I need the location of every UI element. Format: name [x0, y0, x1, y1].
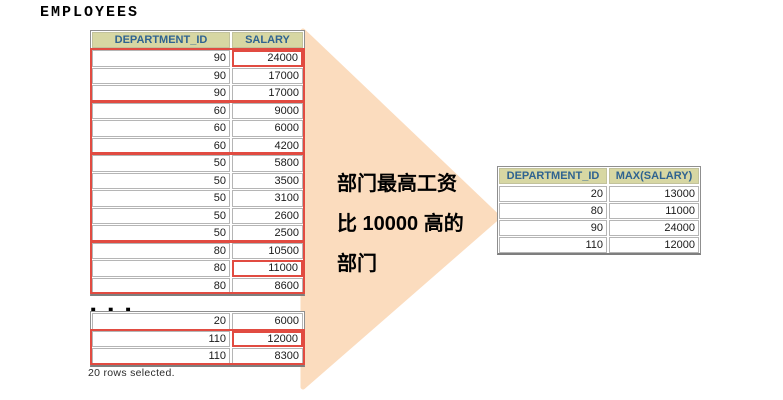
table-row: 20 13000	[498, 185, 700, 202]
cell: 50	[92, 207, 230, 224]
cell: 50	[92, 190, 230, 207]
table-row: 60 9000	[91, 102, 304, 119]
table-body: 90 24000 90 17000 90 17000 60 9000 60 6000 60 4200 5…	[90, 48, 305, 294]
cell: 8600	[232, 277, 303, 294]
table-row: 80 11000	[498, 202, 700, 219]
cell: 6000	[232, 120, 303, 137]
cell: 50	[92, 225, 230, 242]
column-header: SALARY	[232, 32, 303, 48]
cell: 90	[92, 85, 230, 102]
cell: 12000	[609, 237, 699, 253]
table-row: 80 11000	[91, 259, 304, 277]
cell: 3500	[232, 172, 303, 189]
cell: 17000	[232, 67, 303, 84]
cell: 80	[92, 260, 230, 277]
annotation-line: 部门最高工资	[337, 173, 457, 195]
cell: 4200	[232, 137, 303, 154]
table-body: 20 13000 80 11000 90 24000 110 12000	[498, 185, 700, 253]
table-body: 20 6000 110 12000 110 8300	[90, 312, 305, 365]
table-row: 90 24000	[91, 49, 304, 67]
table-row: 60 4200	[91, 137, 304, 154]
cell: 60	[92, 137, 230, 154]
table-row: 110 8300	[91, 347, 304, 365]
table-row: 110 12000	[498, 236, 700, 253]
cell: 50	[92, 172, 230, 189]
table-row: 80 10500	[91, 242, 304, 259]
table-row: 50 3100	[91, 189, 304, 207]
column-header: DEPARTMENT_ID	[499, 168, 607, 184]
cell: 90	[92, 50, 230, 67]
cell: 24000	[609, 220, 699, 236]
cell: 2600	[232, 207, 303, 224]
table-row: 60 6000	[91, 119, 304, 137]
cell: 110	[92, 330, 230, 347]
table-row: 50 3500	[91, 172, 304, 189]
annotation-line: 比 10000 高的	[337, 213, 464, 235]
cell: 3100	[232, 190, 303, 207]
cell: 90	[499, 220, 607, 236]
column-header: MAX(SALARY)	[609, 168, 699, 184]
cell: 10500	[232, 242, 303, 259]
cell: 11000	[609, 203, 699, 219]
table-row: 90 17000	[91, 84, 304, 102]
table-header-row: DEPARTMENT_ID MAX(SALARY)	[498, 167, 700, 185]
cell: 80	[92, 242, 230, 259]
table-header-row: DEPARTMENT_ID SALARY	[91, 31, 304, 49]
cell: 12000	[232, 330, 303, 347]
cell: 110	[499, 237, 607, 253]
employees-table-tail: 20 6000 110 12000 110 8300	[90, 311, 305, 367]
cell: 8300	[232, 348, 303, 365]
cell: 24000	[232, 50, 303, 67]
cell: 50	[92, 155, 230, 172]
cell: 20	[92, 313, 230, 330]
annotation-line: 部门	[337, 253, 377, 275]
table-row: 110 12000	[91, 330, 304, 347]
rows-selected-status: 20 rows selected.	[88, 367, 175, 379]
cell: 11000	[232, 260, 303, 277]
table-row: 90 24000	[498, 219, 700, 236]
cell: 2500	[232, 225, 303, 242]
cell: 9000	[232, 102, 303, 119]
cell: 60	[92, 102, 230, 119]
cell: 80	[499, 203, 607, 219]
cell: 13000	[609, 186, 699, 202]
cell: 60	[92, 120, 230, 137]
cell: 20	[499, 186, 607, 202]
cell: 110	[92, 348, 230, 365]
cell: 6000	[232, 313, 303, 330]
table-row: 50 2500	[91, 224, 304, 242]
table-row: 20 6000	[91, 312, 304, 330]
annotation-text: 部门最高工资 比 10000 高的 部门	[337, 164, 507, 284]
result-table: DEPARTMENT_ID MAX(SALARY) 20 13000 80 11000 90…	[497, 166, 701, 255]
employees-table: DEPARTMENT_ID SALARY 90 24000 90 17000 90 17000…	[90, 30, 305, 296]
cell: 17000	[232, 85, 303, 102]
cell: 90	[92, 67, 230, 84]
table-row: 50 5800	[91, 154, 304, 172]
table-row: 50 2600	[91, 207, 304, 224]
cell: 5800	[232, 155, 303, 172]
table-title: EMPLOYEES	[40, 4, 140, 21]
column-header: DEPARTMENT_ID	[92, 32, 230, 48]
table-row: 90 17000	[91, 67, 304, 84]
